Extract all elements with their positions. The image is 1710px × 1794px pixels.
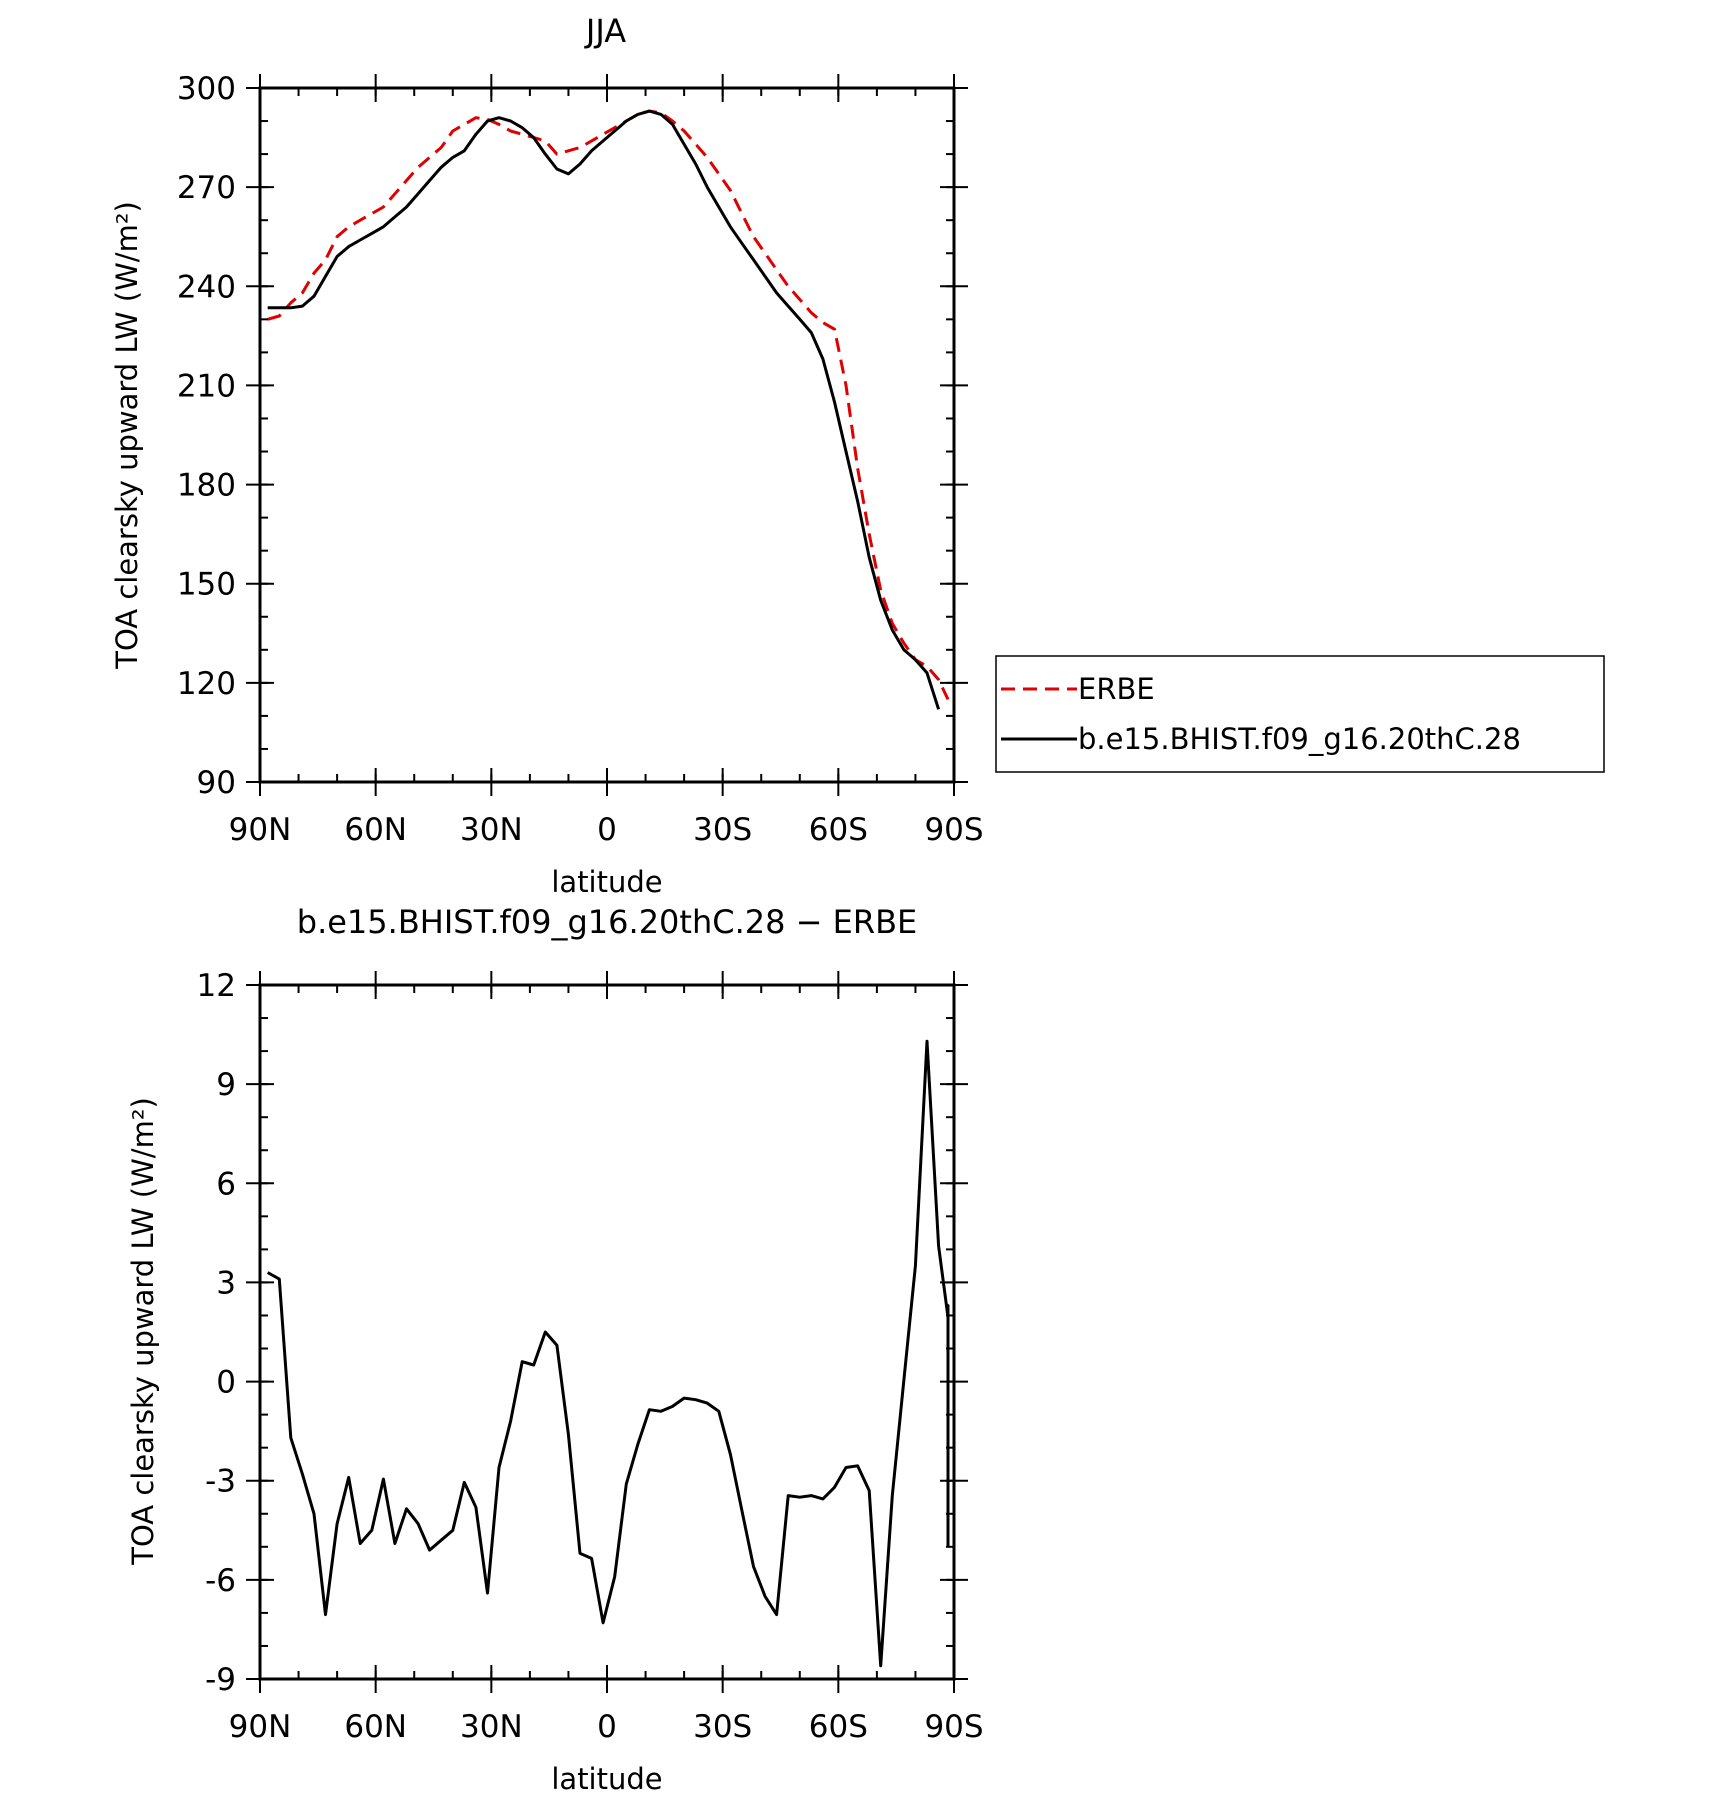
y-tick-label: 6 xyxy=(216,1166,236,1202)
y-tick-label: 270 xyxy=(177,170,236,206)
x-tick-label: 90N xyxy=(229,812,292,848)
bottom-chart-title: b.e15.BHIST.f09_g16.20thC.28 − ERBE xyxy=(297,903,918,941)
x-tick-label: 30N xyxy=(460,812,523,848)
x-tick-label: 0 xyxy=(597,812,617,848)
legend-label-model: b.e15.BHIST.f09_g16.20thC.28 xyxy=(1078,722,1521,756)
y-tick-label: 240 xyxy=(177,269,236,305)
y-tick-label: 180 xyxy=(177,468,236,504)
x-tick-label: 90N xyxy=(229,1709,292,1745)
x-tick-label: 90S xyxy=(924,812,983,848)
legend-label-erbe: ERBE xyxy=(1078,672,1155,706)
bottom-plot-frame xyxy=(258,983,956,1681)
top-plot-frame xyxy=(258,86,956,784)
y-tick-label: 210 xyxy=(177,368,236,404)
bottom-y-axis-label: TOA clearsky upward LW (W/m²) xyxy=(126,1097,160,1566)
top-panel: JJA 90 120 150 180 210 240 270 300 90N 60N 30N 0 30S… xyxy=(110,12,984,899)
x-tick-label: 30S xyxy=(693,812,752,848)
x-tick-label: 60N xyxy=(344,812,407,848)
y-tick-label: 3 xyxy=(216,1265,236,1301)
y-tick-label: -3 xyxy=(205,1464,236,1500)
y-tick-label: -6 xyxy=(205,1563,236,1599)
y-tick-label: 90 xyxy=(197,765,236,801)
x-tick-label: 90S xyxy=(924,1709,983,1745)
x-tick-label: 0 xyxy=(597,1709,617,1745)
y-tick-label: 12 xyxy=(197,968,236,1004)
y-tick-label: 300 xyxy=(177,71,236,107)
y-tick-label: 150 xyxy=(177,567,236,603)
x-tick-label: 60S xyxy=(809,1709,868,1745)
legend-box xyxy=(995,655,1605,773)
y-tick-label: 9 xyxy=(216,1067,236,1103)
x-tick-label: 30S xyxy=(693,1709,752,1745)
x-tick-label: 30N xyxy=(460,1709,523,1745)
top-chart-title: JJA xyxy=(584,12,626,50)
y-tick-label: -9 xyxy=(205,1662,236,1698)
bottom-panel: b.e15.BHIST.f09_g16.20thC.28 − ERBE -9 -6… xyxy=(126,903,984,1794)
series-line-0 xyxy=(266,1039,950,1668)
y-tick-label: 120 xyxy=(177,666,236,702)
bottom-x-axis-label: latitude xyxy=(551,1762,662,1794)
series-line-1 xyxy=(267,109,941,710)
legend: ERBE b.e15.BHIST.f09_g16.20thC.28 xyxy=(995,655,1605,773)
series-line-0 xyxy=(267,109,950,701)
top-y-axis-label: TOA clearsky upward LW (W/m²) xyxy=(110,201,144,670)
y-tick-label: 0 xyxy=(216,1365,236,1401)
top-x-axis-label: latitude xyxy=(551,865,662,899)
x-tick-label: 60S xyxy=(809,812,868,848)
x-tick-label: 60N xyxy=(344,1709,407,1745)
